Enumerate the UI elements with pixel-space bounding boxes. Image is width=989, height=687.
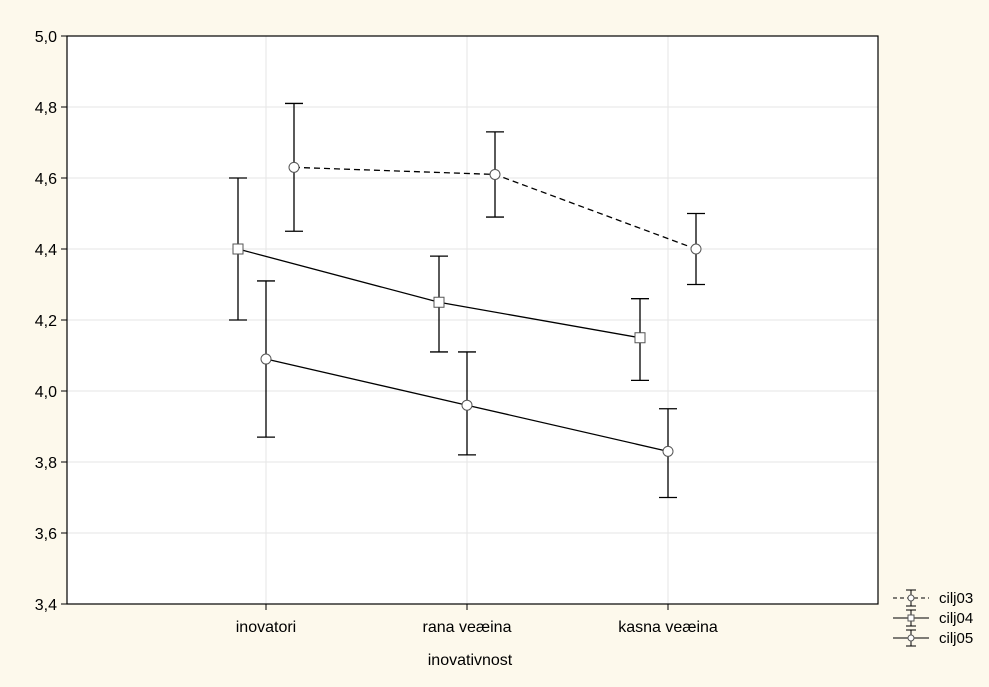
- data-point-cilj05: [260, 353, 272, 365]
- y-tick-label: 5,0: [35, 29, 57, 46]
- y-tick-label: 3,4: [35, 597, 57, 614]
- grid-lines: [67, 36, 878, 604]
- legend-marker-cilj04: [907, 614, 915, 622]
- legend-marker-cilj05: [907, 634, 915, 642]
- data-series: [229, 102, 705, 499]
- y-tick-label: 3,8: [35, 455, 57, 472]
- data-point-cilj05: [461, 399, 473, 411]
- data-point-cilj03: [690, 243, 702, 255]
- y-tick-label: 3,6: [35, 526, 57, 543]
- legend-label-cilj05: cilj05: [939, 630, 973, 647]
- data-point-cilj04: [433, 296, 445, 308]
- x-axis-title: inovativnost: [428, 652, 513, 669]
- y-tick-label: 4,2: [35, 313, 57, 330]
- legend-label-cilj03: cilj03: [939, 590, 973, 607]
- data-point-cilj03: [288, 161, 300, 173]
- y-tick-label: 4,6: [35, 171, 57, 188]
- x-tick-label: rana veæina: [423, 619, 512, 636]
- y-tick-label: 4,4: [35, 242, 57, 259]
- legend-marker-cilj03: [907, 594, 915, 602]
- data-point-cilj04: [634, 332, 646, 344]
- legend: cilj03 cilj04 cilj05: [893, 589, 973, 647]
- x-tick-label: kasna veæina: [618, 619, 718, 636]
- axes: 3,4 3,6 3,8 4,0 4,2 4,4 4,6 4,8 5,0 inovatori rana…: [35, 29, 718, 636]
- legend-label-cilj04: cilj04: [939, 610, 973, 627]
- x-tick-label: inovatori: [236, 619, 296, 636]
- y-tick-label: 4,0: [35, 384, 57, 401]
- data-point-cilj05: [662, 445, 674, 457]
- y-tick-label: 4,8: [35, 100, 57, 117]
- data-point-cilj03: [489, 168, 501, 180]
- data-point-cilj04: [232, 243, 244, 255]
